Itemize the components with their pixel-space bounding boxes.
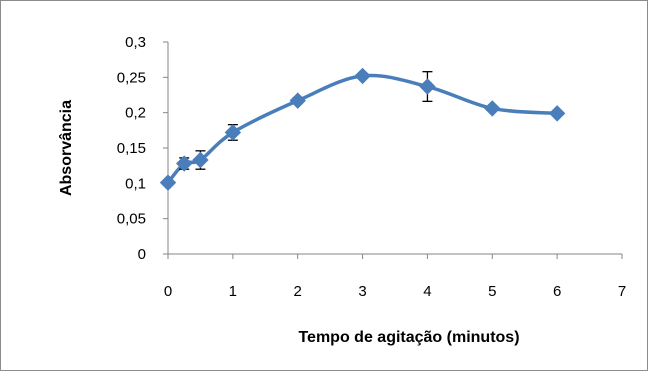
y-axis-title: Absorvância <box>58 100 75 196</box>
y-tick-label: 0,15 <box>117 140 146 157</box>
x-axis-title: Tempo de agitação (minutos) <box>298 329 519 346</box>
x-tick-label: 1 <box>229 283 237 300</box>
y-tick-label: 0,25 <box>117 69 146 86</box>
data-point-marker <box>354 67 371 85</box>
data-point-marker <box>484 100 501 117</box>
data-point-marker <box>159 174 177 191</box>
data-point-marker <box>419 78 436 95</box>
x-tick-label: 4 <box>423 283 431 300</box>
x-tick-label: 0 <box>164 283 172 300</box>
y-tick-label: 0,2 <box>125 105 146 122</box>
data-point-marker <box>192 151 209 169</box>
y-tick-label: 0 <box>138 246 146 263</box>
x-tick-label: 7 <box>618 283 626 300</box>
x-tick-label: 3 <box>358 283 366 300</box>
series-line <box>166 73 558 184</box>
y-tick-label: 0,05 <box>117 211 146 228</box>
x-tick-label: 2 <box>294 283 302 300</box>
y-tick-label: 0,3 <box>125 34 146 51</box>
data-point-marker <box>176 155 193 172</box>
data-point-marker <box>548 105 566 122</box>
y-tick-label: 0,1 <box>125 175 146 192</box>
x-tick-label: 5 <box>488 283 496 300</box>
data-point-marker <box>289 92 306 109</box>
data-point-marker <box>224 124 242 141</box>
x-tick-label: 6 <box>553 283 561 300</box>
